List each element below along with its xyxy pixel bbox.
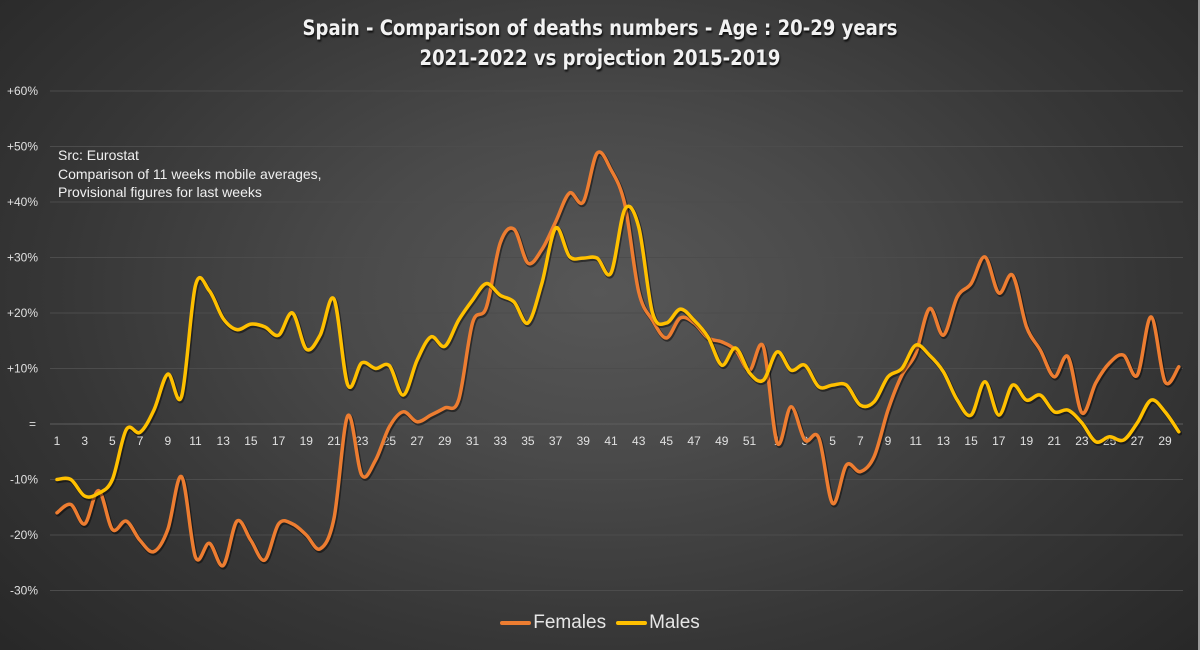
y-axis-labels: +60% +50% +40% +30% +20% +10% = -10% -20% -30%: [7, 84, 38, 598]
x-tick-label: 15: [964, 434, 978, 448]
x-axis-labels: 1 3 5 7 9 11 13 15 17 19 21 23 25 27 29 31 33 35 37 39 41 43 4…: [54, 434, 1172, 448]
series-shadow-females: [55, 151, 1183, 570]
series-lines: [55, 150, 1183, 570]
x-tick-label: 49: [715, 434, 729, 448]
x-tick-label: 19: [1020, 434, 1034, 448]
x-tick-label: 1: [54, 434, 61, 448]
y-tick-label: =: [29, 417, 36, 431]
x-tick-label: 7: [137, 434, 144, 448]
x-tick-label: 17: [272, 434, 286, 448]
x-tick-label: 13: [937, 434, 951, 448]
legend-item-females[interactable]: Females: [500, 612, 606, 634]
y-tick-label: +50%: [7, 140, 38, 154]
x-tick-label: 3: [81, 434, 88, 448]
x-tick-label: 43: [632, 434, 646, 448]
gridlines: [50, 90, 1183, 591]
series-line-males: [55, 204, 1181, 499]
x-tick-label: 5: [829, 434, 836, 448]
x-tick-label: 7: [857, 434, 864, 448]
y-tick-label: -10%: [10, 473, 38, 487]
annotation-source: Src: Eurostat: [58, 147, 139, 163]
x-tick-label: 9: [164, 434, 171, 448]
x-tick-label: 27: [410, 434, 424, 448]
x-tick-label: 51: [743, 434, 757, 448]
y-tick-label: -20%: [10, 528, 38, 542]
x-tick-label: 23: [1075, 434, 1089, 448]
y-tick-label: +30%: [7, 251, 38, 265]
legend-label-males: Males: [649, 612, 700, 633]
x-tick-label: 35: [521, 434, 535, 448]
x-tick-label: 17: [992, 434, 1006, 448]
x-tick-label: 41: [604, 434, 618, 448]
x-tick-label: 21: [1048, 434, 1062, 448]
frame-edge: [1198, 0, 1200, 650]
legend-swatch-females: [500, 621, 532, 625]
x-tick-label: 29: [1158, 434, 1172, 448]
y-tick-label: -30%: [10, 584, 38, 598]
x-tick-label: 27: [1131, 434, 1145, 448]
x-tick-label: 11: [909, 434, 922, 448]
legend-label-females: Females: [533, 612, 607, 633]
x-tick-label: 13: [217, 434, 231, 448]
x-tick-label: 9: [885, 434, 892, 448]
legend-item-males[interactable]: Males: [616, 612, 700, 634]
x-tick-label: 39: [577, 434, 591, 448]
legend: Females Males: [0, 612, 1200, 634]
chart-subtitle: 2021-2022 vs projection 2015-2019: [419, 46, 781, 70]
y-tick-label: +20%: [7, 306, 38, 320]
series-shadow-males: [55, 205, 1183, 501]
x-tick-label: 45: [660, 434, 674, 448]
annotation-method: Comparison of 11 weeks mobile averages,: [58, 165, 322, 182]
x-tick-label: 15: [244, 434, 258, 448]
x-tick-label: 19: [300, 434, 314, 448]
x-tick-label: 5: [109, 434, 116, 448]
x-tick-label: 23: [355, 434, 369, 448]
series-line-females: [55, 150, 1181, 568]
x-tick-label: 11: [189, 434, 202, 448]
x-tick-label: 37: [549, 434, 563, 448]
y-tick-label: +60%: [7, 84, 38, 98]
x-tick-label: 31: [466, 434, 480, 448]
y-tick-label: +40%: [7, 195, 38, 209]
chart-title: Spain - Comparison of deaths numbers - A…: [302, 16, 898, 40]
x-tick-label: 33: [494, 434, 508, 448]
x-tick-label: 21: [327, 434, 341, 448]
x-tick-label: 47: [687, 434, 701, 448]
legend-swatch-males: [616, 621, 648, 625]
y-tick-label: +10%: [7, 362, 38, 376]
x-tick-label: 29: [438, 434, 452, 448]
annotation-provisional: Provisional figures for last weeks: [58, 184, 262, 200]
